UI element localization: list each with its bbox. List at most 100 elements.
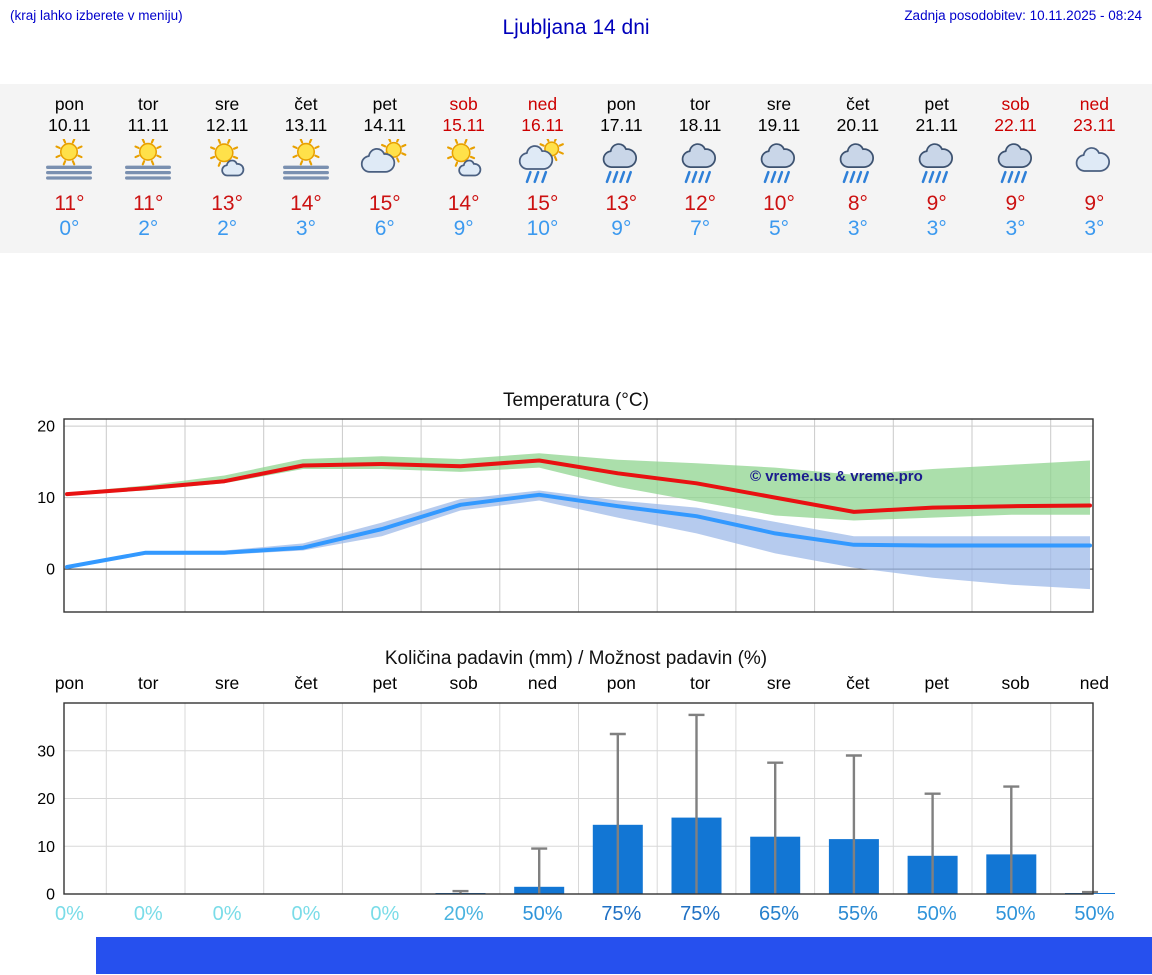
precip-probability: 20% xyxy=(443,903,484,925)
forecast-day: sob 22.11 9° 3° xyxy=(976,94,1055,241)
rain-icon xyxy=(582,139,661,189)
sun-fog-icon xyxy=(109,138,188,189)
day-name: tor xyxy=(689,94,711,114)
day-min-temp: 3° xyxy=(847,217,868,240)
day-name: pon xyxy=(606,94,636,114)
day-name: tor xyxy=(138,94,159,114)
day-date: 11.11 xyxy=(127,115,169,135)
precip-day-label: pon xyxy=(606,673,636,693)
precip-axis-tick: 10 xyxy=(37,839,55,856)
day-date: 16.11 xyxy=(521,115,564,135)
precip-day-label: tor xyxy=(689,673,711,693)
day-date: 23.11 xyxy=(1073,115,1116,135)
day-min-temp: 6° xyxy=(374,217,395,240)
day-name: ned xyxy=(527,94,558,114)
day-name: sob xyxy=(449,94,478,114)
day-name: pet xyxy=(924,94,949,114)
forecast-day: čet 20.11 8° 3° xyxy=(818,94,897,241)
watermark: © vreme.us & vreme.pro xyxy=(750,468,923,485)
precip-day-label: ned xyxy=(527,673,558,693)
day-date: 10.11 xyxy=(48,115,91,135)
day-max-temp: 10° xyxy=(763,192,795,215)
rain-icon xyxy=(976,139,1055,189)
last-update: Zadnja posodobitev: 10.11.2025 - 08:24 xyxy=(904,8,1142,23)
day-max-temp: 9° xyxy=(926,192,947,215)
day-date: 20.11 xyxy=(836,115,880,135)
day-date: 14.11 xyxy=(363,115,407,135)
day-date: 18.11 xyxy=(678,115,722,135)
forecast-day: čet 13.11 14° 3° xyxy=(267,94,346,241)
day-min-temp: 9° xyxy=(611,217,632,240)
day-name: sob xyxy=(1001,94,1030,114)
day-min-temp: 2° xyxy=(138,217,159,240)
day-max-temp: 15° xyxy=(526,192,559,215)
topbar: (kraj lahko izberete v meniju) Ljubljana… xyxy=(0,0,1152,60)
precip-probability: 50% xyxy=(522,903,563,925)
forecast-day: sob 15.11 14° 9° xyxy=(424,94,503,241)
day-name: sre xyxy=(214,94,240,114)
precip-probability: 55% xyxy=(837,903,878,925)
temperature-chart-title: Temperatura (°C) xyxy=(503,390,649,411)
forecast-day: tor 18.11 12° 7° xyxy=(661,94,740,241)
temp-axis-tick: 0 xyxy=(46,562,55,579)
day-min-temp: 0° xyxy=(59,217,80,240)
precip-day-label: sob xyxy=(449,673,478,693)
sun-cloud-icon xyxy=(424,138,503,189)
precip-day-labels: pon tor sre čet pet sob ned pon tor sre čet pet sob n… xyxy=(0,673,1152,697)
cloud-icon xyxy=(1055,139,1134,189)
rain-icon xyxy=(740,139,819,189)
day-max-temp: 9° xyxy=(1084,192,1105,215)
day-max-temp: 13° xyxy=(211,192,243,215)
forecast-day: pon 10.11 11° 0° xyxy=(30,94,109,241)
day-max-temp: 8° xyxy=(847,192,868,215)
day-max-temp: 15° xyxy=(368,192,401,215)
day-min-temp: 10° xyxy=(526,217,559,240)
day-min-temp: 2° xyxy=(217,217,238,240)
day-max-temp: 12° xyxy=(684,192,717,215)
precip-day-label: tor xyxy=(138,673,159,693)
precip-probability: 0% xyxy=(54,903,84,925)
day-max-temp: 11° xyxy=(133,192,164,215)
rain-icon xyxy=(818,139,897,189)
day-max-temp: 9° xyxy=(1005,192,1026,215)
day-min-temp: 3° xyxy=(1005,217,1026,240)
cloud-sun-icon xyxy=(345,137,424,189)
sun-rain-icon xyxy=(503,136,582,189)
precip-probability: 50% xyxy=(916,903,957,925)
sun-fog-icon xyxy=(267,138,346,189)
precip-axis-tick: 30 xyxy=(37,743,55,760)
day-name: čet xyxy=(294,94,318,114)
day-min-temp: 3° xyxy=(926,217,947,240)
day-date: 21.11 xyxy=(915,115,958,135)
temp-axis-tick: 20 xyxy=(37,419,55,436)
day-date: 17.11 xyxy=(600,115,643,135)
precip-day-label: sob xyxy=(1001,673,1030,693)
forecast-day: pet 21.11 9° 3° xyxy=(897,94,976,241)
day-date: 13.11 xyxy=(284,115,328,135)
precip-axis-tick: 0 xyxy=(46,887,55,902)
precip-probability: 50% xyxy=(995,903,1036,925)
precip-day-label: pet xyxy=(924,673,949,693)
rain-icon xyxy=(897,139,976,189)
precip-probability: 65% xyxy=(759,903,800,925)
day-max-temp: 11° xyxy=(54,192,85,215)
menu-hint: (kraj lahko izberete v meniju) xyxy=(10,8,183,23)
precip-chart-title: Količina padavin (mm) / Možnost padavin … xyxy=(384,648,768,669)
day-date: 15.11 xyxy=(442,115,485,135)
precip-day-label: sre xyxy=(766,673,792,693)
precip-day-label: pet xyxy=(372,673,397,693)
day-min-temp: 7° xyxy=(690,217,711,240)
temp-axis-tick: 10 xyxy=(37,490,55,507)
precip-day-label: pon xyxy=(54,673,85,693)
sun-fog-icon xyxy=(30,138,109,189)
precip-day-label: čet xyxy=(294,673,318,693)
day-name: pet xyxy=(372,94,397,114)
precip-probability: 0% xyxy=(291,903,321,925)
rain-icon xyxy=(661,139,740,189)
day-max-temp: 14° xyxy=(290,192,322,215)
forecast-day: pet 14.11 15° 6° xyxy=(345,94,424,241)
precip-probability: 75% xyxy=(601,903,642,925)
precipitation-chart: 0 10 20 30 xyxy=(37,702,1115,902)
day-min-temp: 5° xyxy=(768,217,790,240)
day-date: 19.11 xyxy=(757,115,801,135)
